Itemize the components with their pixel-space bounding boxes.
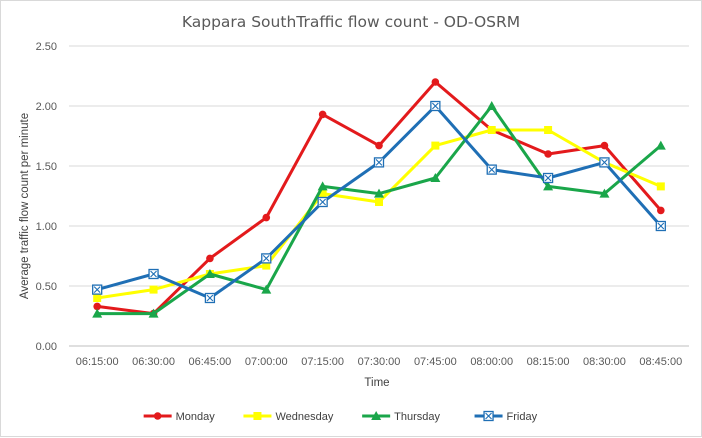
data-point-monday: [431, 78, 440, 86]
x-axis-title: Time: [364, 377, 389, 389]
y-tick-label: 0.00: [36, 341, 57, 353]
data-point-monday: [600, 141, 609, 150]
legend-label: Wednesday: [275, 411, 333, 423]
y-axis-title: Average traffic flow count per minute: [19, 113, 31, 299]
series-lines: [92, 78, 666, 318]
data-point-friday: [92, 284, 103, 295]
marker-hatch: [431, 102, 439, 110]
legend: Monday Wednesday Thursday Friday: [143, 410, 538, 423]
legend-item-friday: Friday: [474, 410, 538, 423]
marker-hatch: [262, 255, 270, 262]
legend-label: Monday: [176, 411, 216, 423]
marker-hatch: [93, 286, 101, 293]
data-point-monday: [262, 213, 271, 222]
data-point-thursday: [261, 284, 272, 294]
data-point-friday: [542, 172, 554, 184]
marker-hatch: [488, 166, 496, 173]
data-point-wednesday: [262, 261, 271, 270]
data-point-thursday: [655, 140, 666, 150]
data-point-thursday: [599, 188, 610, 198]
marker-hatch: [150, 270, 157, 278]
data-point-friday: [655, 220, 666, 232]
data-point-wednesday: [375, 198, 383, 206]
y-tick-label: 2.50: [36, 41, 57, 53]
y-tick-label: 2.00: [36, 101, 57, 113]
series-line-wednesday: [96, 128, 662, 300]
data-point-thursday: [374, 188, 384, 198]
legend-label: Friday: [507, 411, 538, 423]
data-point-thursday: [317, 181, 328, 191]
data-point-friday: [148, 268, 159, 280]
data-point-thursday: [92, 308, 103, 318]
legend-item-monday: Monday: [143, 411, 216, 423]
y-tick-label: 1.50: [36, 161, 57, 173]
x-tick-label: 08:45:00: [639, 356, 682, 368]
chart-title: Kappara SouthTraffic flow count - OD-OSR…: [182, 13, 520, 31]
data-point-monday: [93, 302, 101, 311]
data-point-monday: [657, 206, 665, 215]
data-point-friday: [204, 292, 216, 304]
x-tick-label: 07:45:00: [414, 356, 457, 368]
y-axis-ticks: 0.00 0.50 1.00 1.50 2.00 2.50: [36, 41, 57, 353]
x-tick-label: 06:45:00: [188, 356, 231, 368]
legend-label: Thursday: [394, 411, 440, 423]
data-point-monday: [318, 110, 327, 119]
data-point-friday: [486, 164, 497, 175]
x-axis-ticks: 06:15:00 06:30:00 06:45:00 07:00:00 07:15:00…: [76, 356, 682, 368]
x-tick-label: 08:30:00: [583, 356, 626, 368]
y-tick-label: 0.50: [36, 281, 57, 293]
marker-hatch: [206, 294, 214, 302]
marker-hatch: [319, 198, 327, 206]
gridlines: [69, 45, 689, 347]
data-point-wednesday: [544, 126, 553, 134]
data-point-legend-monday: [153, 412, 162, 420]
x-tick-label: 08:15:00: [527, 356, 570, 368]
series-thursday: [92, 101, 666, 318]
data-point-friday: [317, 196, 328, 208]
marker-hatch: [601, 159, 608, 166]
data-point-legend-thursday: [371, 411, 382, 420]
series-friday: [92, 100, 666, 304]
x-tick-label: 06:15:00: [76, 356, 119, 368]
legend-item-wednesday: Wednesday: [243, 411, 334, 423]
y-tick-label: 1.00: [36, 221, 57, 233]
marker-hatch: [485, 412, 492, 420]
data-point-legend-friday: [483, 410, 494, 422]
data-point-friday: [599, 157, 610, 168]
data-point-wednesday: [656, 182, 665, 191]
series-line-monday: [96, 80, 662, 316]
data-point-monday: [206, 254, 214, 263]
data-point-wednesday: [431, 141, 440, 150]
data-point-thursday: [543, 181, 554, 191]
data-point-friday: [373, 157, 385, 168]
data-point-wednesday: [318, 189, 327, 198]
data-point-friday: [261, 253, 272, 264]
data-point-thursday: [204, 269, 215, 278]
data-point-wednesday: [487, 126, 496, 134]
marker-hatch: [375, 159, 383, 166]
x-tick-label: 07:30:00: [358, 356, 401, 368]
x-tick-label: 06:30:00: [132, 356, 175, 368]
x-tick-label: 07:15:00: [301, 356, 344, 368]
series-monday: [93, 78, 665, 318]
x-tick-label: 07:00:00: [245, 356, 288, 368]
marker-hatch: [657, 222, 665, 230]
data-point-thursday: [486, 101, 497, 110]
data-point-wednesday: [93, 294, 102, 302]
data-point-monday: [544, 150, 552, 158]
data-point-thursday: [148, 308, 159, 318]
legend-item-thursday: Thursday: [362, 411, 441, 423]
x-tick-label: 08:00:00: [470, 356, 513, 368]
data-point-legend-wednesday: [253, 412, 262, 420]
data-point-thursday: [430, 173, 441, 182]
data-point-wednesday: [149, 285, 158, 294]
data-point-friday: [430, 100, 441, 112]
marker-hatch: [544, 174, 552, 182]
data-point-monday: [375, 141, 383, 150]
series-wednesday: [93, 126, 665, 302]
